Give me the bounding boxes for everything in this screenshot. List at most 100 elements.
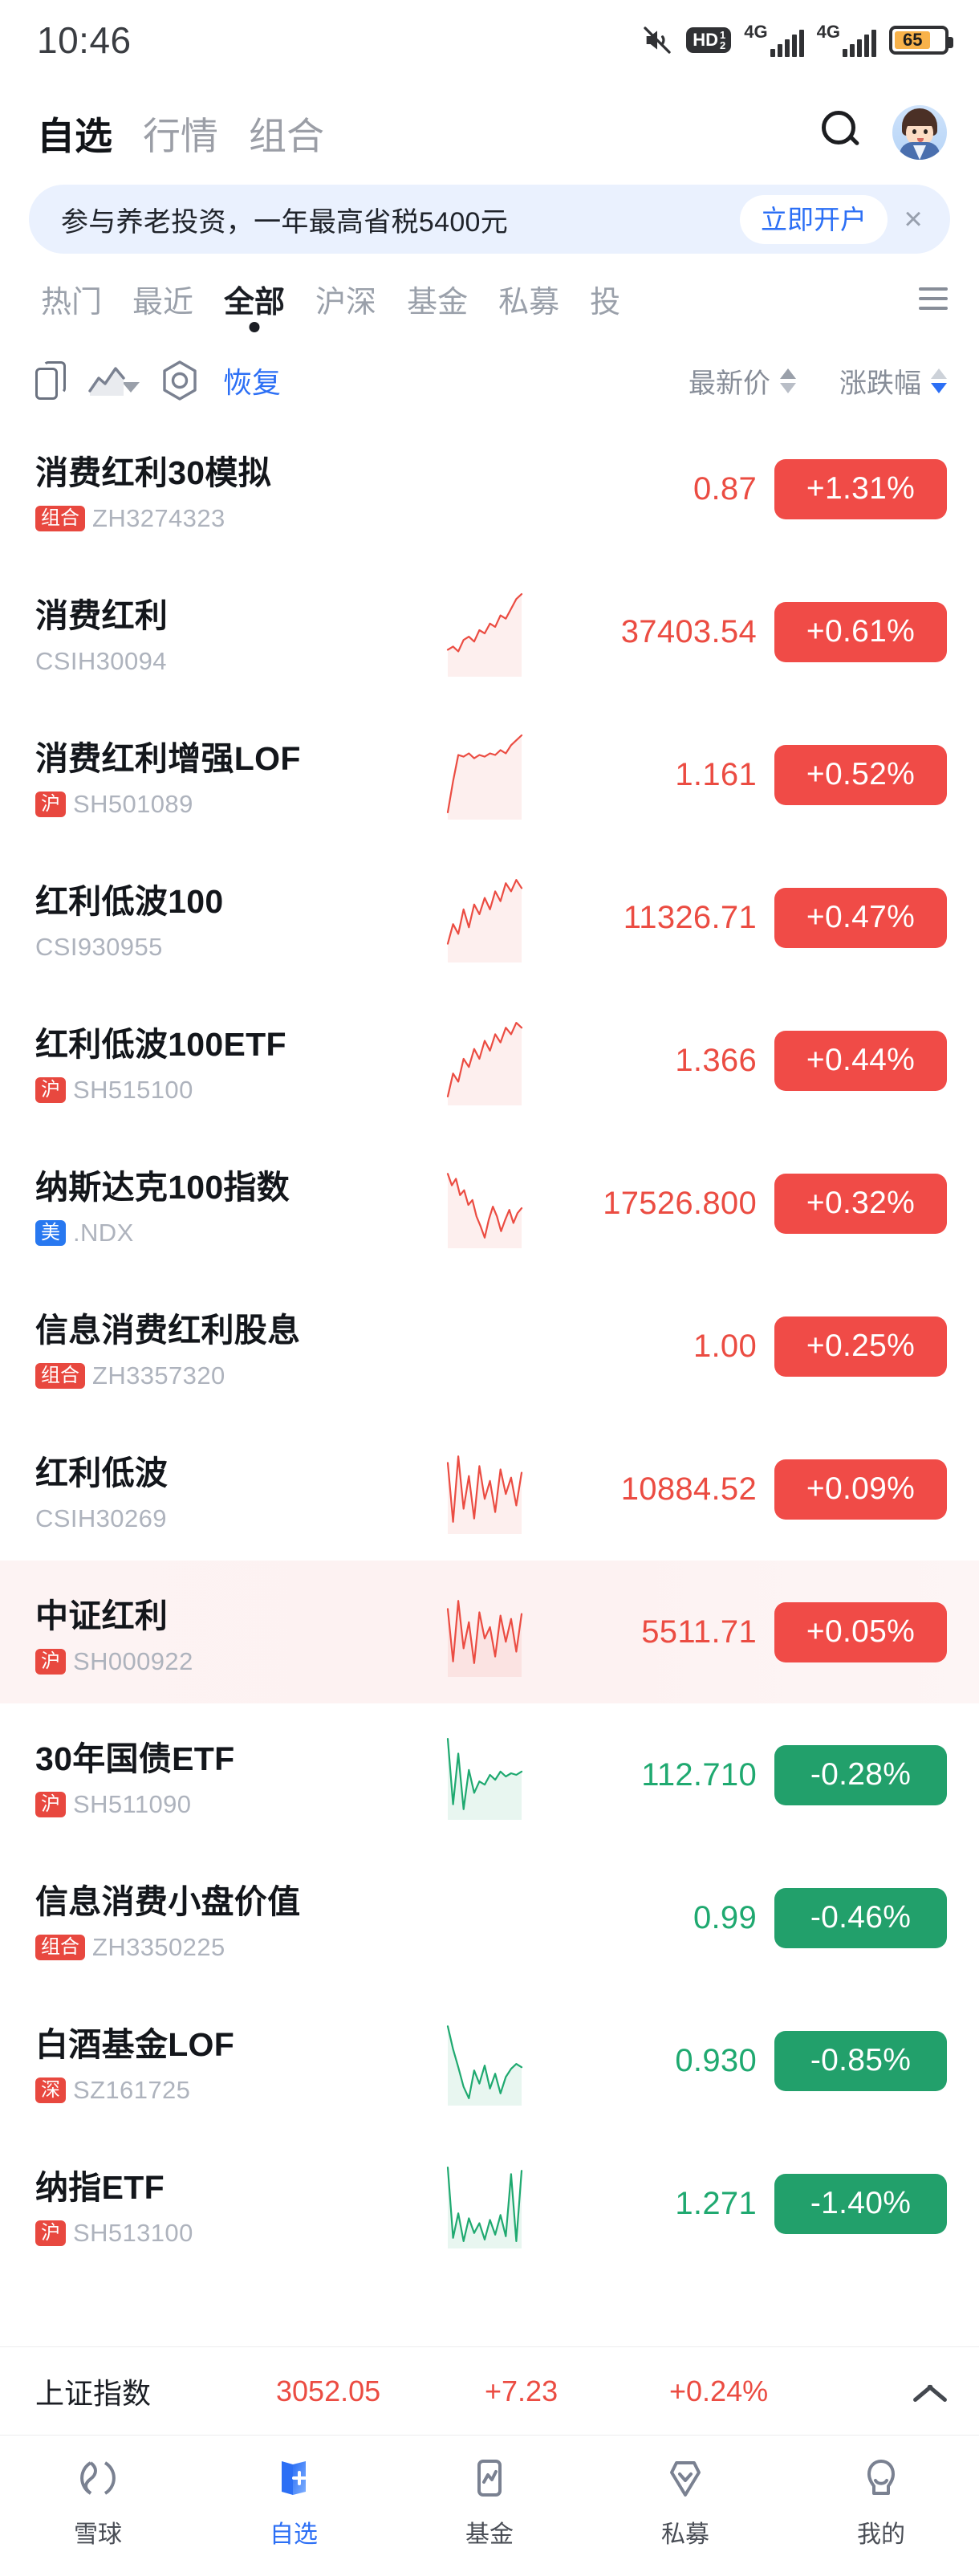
stock-code: SH501089 [73, 789, 193, 818]
stock-price: 112.710 [641, 1756, 757, 1793]
status-badge: -0.28% [774, 1744, 947, 1805]
header-tab-hangqing[interactable]: 行情 [143, 114, 218, 157]
filter-tab-all[interactable]: 全部 [209, 277, 300, 332]
nav-item-profile[interactable]: 我的 [783, 2453, 979, 2550]
battery-icon: 65 [889, 26, 953, 55]
stock-identity: 消费红利 CSIH30094 [35, 588, 412, 676]
signal-4g-1: 4G [744, 23, 804, 57]
filter-tab-recent[interactable]: 最近 [132, 285, 194, 319]
stock-price: 1.161 [675, 756, 757, 792]
open-account-button[interactable]: 立即开户 [740, 194, 888, 244]
sort-arrow-down-icon [780, 382, 796, 393]
watchlist-table[interactable]: 消费红利30模拟 组合 ZH3274323 0.87 +1.31% 消费红利 CSIH300… [0, 417, 979, 2346]
stock-price: 0.87 [693, 470, 757, 507]
stock-code: CSI930955 [35, 932, 163, 961]
table-row[interactable]: 白酒基金LOF 深 SZ161725 0.930 -0.85% [0, 1989, 979, 2132]
hamburger-menu-icon[interactable] [912, 287, 979, 310]
table-row[interactable]: 消费红利增强LOF 沪 SH501089 1.161 +0.52% [0, 703, 979, 846]
stock-identity: 30年国债ETF 沪 SH511090 [35, 1732, 412, 1819]
sparkline-chart [445, 1012, 589, 1109]
stock-name: 纳指ETF [35, 2168, 165, 2206]
bottom-navigation: 雪球 自选 基金 私募 我的 [0, 2435, 979, 2576]
table-row[interactable]: 消费红利 CSIH30094 37403.54 +0.61% [0, 560, 979, 703]
market-tag: 美 [35, 1219, 66, 1246]
chevron-down-icon[interactable] [122, 382, 140, 393]
status-badge: +0.25% [774, 1316, 947, 1377]
stock-name: 纳斯达克100指数 [35, 1168, 290, 1206]
avatar[interactable] [892, 105, 947, 160]
status-badge: +0.61% [774, 601, 947, 662]
sparkline-chart [445, 1298, 589, 1394]
sparkline-chart [445, 1155, 589, 1251]
hd-volte-icon: HD 1 2 [686, 27, 732, 53]
nav-item-private-fund[interactable]: 私募 [587, 2453, 783, 2550]
search-icon[interactable] [820, 111, 863, 154]
stock-name: 白酒基金LOF [35, 2025, 235, 2063]
header-tab-zuhe[interactable]: 组合 [249, 114, 324, 157]
table-row[interactable]: 消费红利30模拟 组合 ZH3274323 0.87 +1.31% [0, 417, 979, 560]
status-badge: +0.47% [774, 887, 947, 948]
private-fund-pen-icon [662, 2453, 709, 2503]
market-tag: 沪 [35, 1648, 66, 1675]
stock-meta: 沪 SH501089 [35, 790, 412, 819]
status-badge: -0.46% [774, 1887, 947, 1948]
filter-tab-hot[interactable]: 热门 [41, 285, 103, 319]
index-summary-bar[interactable]: 上证指数 3052.05 +7.23 +0.24% [0, 2346, 979, 2435]
table-row[interactable]: 红利低波100 CSI930955 11326.71 +0.47% [0, 846, 979, 989]
status-badge: +0.44% [774, 1030, 947, 1091]
stock-name: 红利低波100 [35, 882, 224, 920]
close-icon[interactable]: × [904, 201, 923, 237]
profile-person-icon [858, 2453, 904, 2503]
market-tag: 沪 [35, 791, 66, 817]
stock-price: 17526.800 [603, 1185, 757, 1221]
filter-tab-private[interactable]: 私募 [498, 285, 560, 319]
hd-sim-top: 1 [720, 29, 726, 41]
stock-name: 红利低波100ETF [35, 1025, 286, 1063]
trend-chart-icon[interactable] [88, 364, 125, 397]
stock-code: ZH3350225 [92, 1932, 225, 1961]
table-row[interactable]: 红利低波 CSIH30269 10884.52 +0.09% [0, 1418, 979, 1561]
status-badge: -0.85% [774, 2030, 947, 2091]
nav-label-fund: 基金 [465, 2521, 514, 2548]
stock-name: 红利低波 [35, 1454, 169, 1491]
stock-name: 信息消费小盘价值 [35, 1882, 301, 1920]
index-value: 3052.05 [276, 2374, 381, 2407]
table-row[interactable]: 信息消费红利股息 组合 ZH3357320 1.00 +0.25% [0, 1275, 979, 1418]
battery-percent: 65 [895, 30, 931, 50]
table-row[interactable]: 中证红利沪 SH000922 5511.71 +0.05% [0, 1561, 979, 1703]
index-name: 上证指数 [35, 2376, 152, 2410]
active-tab-dot [249, 321, 260, 332]
table-row[interactable]: 红利低波100ETF 沪 SH515100 1.366 +0.44% [0, 989, 979, 1132]
table-row[interactable]: 纳指ETF 沪 SH513100 1.271 -1.40% [0, 2132, 979, 2275]
stock-code: SZ161725 [73, 2075, 191, 2104]
filter-tab-fund[interactable]: 基金 [407, 285, 469, 319]
sort-change-percent[interactable]: 涨跌幅 [839, 361, 947, 401]
signal-4g-2: 4G [817, 23, 876, 57]
nav-item-watchlist[interactable]: 自选 [196, 2453, 392, 2550]
signal-bars-2 [843, 30, 876, 57]
promo-banner[interactable]: 参与养老投资，一年最高省税5400元 立即开户 × [29, 185, 950, 254]
nav-item-fund[interactable]: 基金 [392, 2453, 587, 2550]
table-row[interactable]: 30年国债ETF 沪 SH511090 112.710 -0.28% [0, 1703, 979, 1846]
stock-identity: 消费红利增强LOF 沪 SH501089 [35, 731, 412, 819]
filter-tab-hushen[interactable]: 沪深 [315, 285, 377, 319]
market-tag: 沪 [35, 2220, 66, 2246]
table-row[interactable]: 信息消费小盘价值 组合 ZH3350225 0.99 -0.46% [0, 1846, 979, 1989]
document-copy-icon[interactable] [35, 361, 67, 400]
hexagon-settings-icon[interactable] [160, 360, 199, 401]
hd-label: HD [693, 30, 719, 50]
sort-latest-price[interactable]: 最新价 [689, 361, 796, 401]
chevron-up-icon[interactable] [912, 2374, 947, 2409]
filter-tab-invest[interactable]: 投 [590, 285, 621, 319]
table-row[interactable]: 纳斯达克100指数美 .NDX 17526.800 +0.32% [0, 1132, 979, 1275]
signal-bars-1 [770, 30, 804, 57]
market-tag: 组合 [35, 1934, 85, 1960]
stock-identity: 消费红利30模拟 组合 ZH3274323 [35, 446, 412, 533]
stock-code: CSIH30094 [35, 646, 167, 675]
sparkline-chart [445, 2012, 589, 2109]
market-tag: 沪 [35, 1791, 66, 1817]
restore-button[interactable]: 恢复 [223, 366, 282, 399]
header-tab-zixuan[interactable]: 自选 [37, 114, 112, 157]
nav-item-xueqiu[interactable]: 雪球 [0, 2453, 196, 2550]
